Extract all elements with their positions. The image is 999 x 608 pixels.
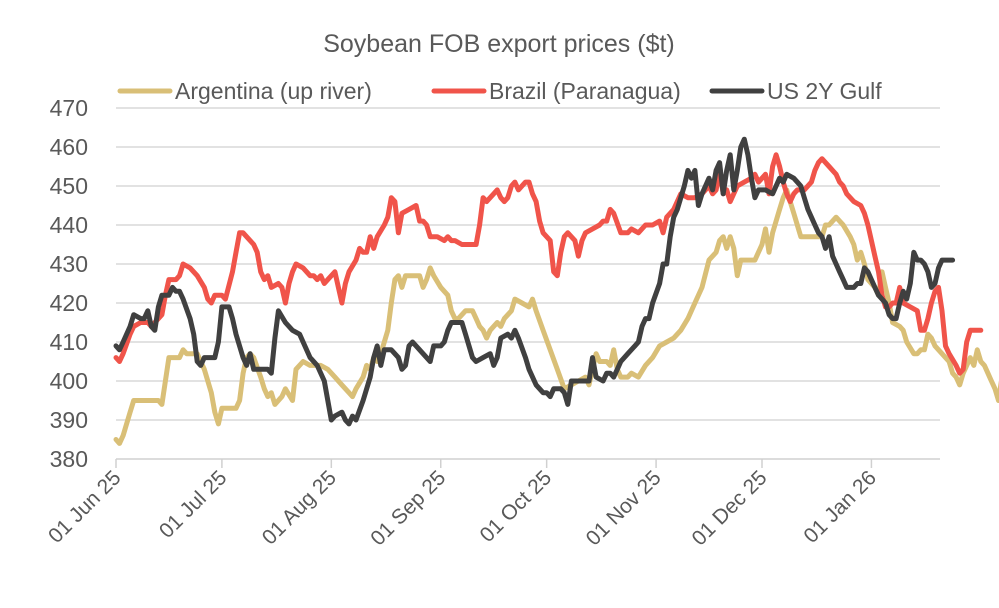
y-tick-label: 400 [50,368,88,394]
legend-label: Argentina (up river) [175,78,372,104]
legend-label: Brazil (Paranagua) [489,78,681,104]
series-line-brazil-paranagua [113,152,984,376]
y-tick-label: 430 [50,251,88,277]
chart-title: Soybean FOB export prices ($t) [323,30,675,58]
y-tick-label: 440 [50,212,88,238]
y-tick-label: 460 [50,134,88,160]
series-line-us-2y-gulf [113,136,956,427]
y-tick-label: 380 [50,446,88,472]
y-tick-label: 470 [50,95,88,121]
y-tick-label: 390 [50,407,88,433]
legend: Argentina (up river) Brazil (Paranagua) US… [117,78,882,104]
y-tick-label: 420 [50,290,88,316]
y-tick-label: 450 [50,173,88,199]
legend-label: US 2Y Gulf [767,78,882,104]
y-axis-ticks: 380 390 400 410 420 430 440 450 460 470 [50,95,88,472]
series-lines [113,136,999,446]
y-tick-label: 410 [50,329,88,355]
